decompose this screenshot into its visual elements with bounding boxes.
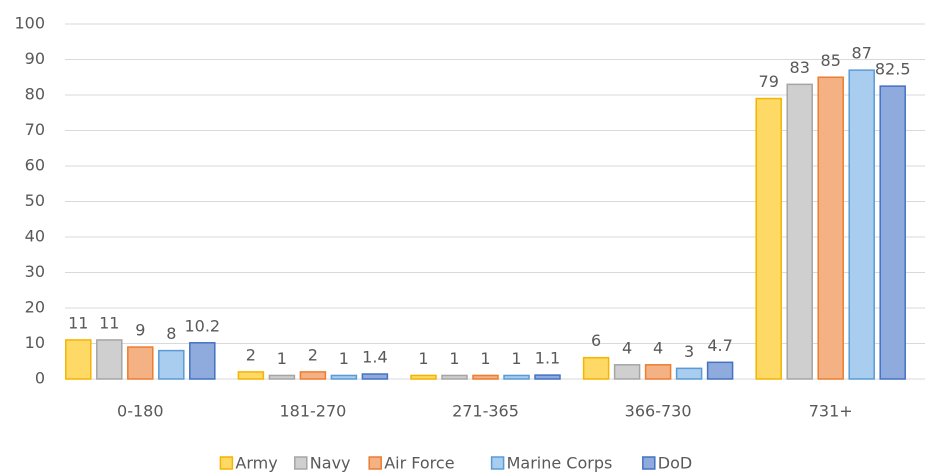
y-tick-label: 50: [25, 191, 45, 210]
data-label: 1.1: [535, 349, 560, 368]
bar: [817, 76, 844, 380]
y-tick-label: 100: [14, 14, 45, 33]
y-tick-label: 10: [25, 333, 45, 352]
legend-label: Marine Corps: [507, 454, 613, 473]
y-tick-label: 60: [25, 156, 45, 175]
bar: [582, 356, 610, 380]
data-label: 11: [99, 313, 119, 332]
data-label: 83: [790, 58, 810, 77]
bar: [848, 69, 875, 380]
y-tick-label: 70: [25, 120, 45, 139]
legend-label: Army: [235, 454, 277, 473]
legend-swatch: [294, 456, 308, 470]
bar: [127, 346, 154, 380]
bar: [268, 374, 296, 380]
bar: [441, 374, 468, 380]
data-label: 3: [684, 342, 694, 361]
data-label: 4.7: [707, 336, 732, 355]
bar: [706, 361, 734, 380]
data-label: 1: [277, 349, 287, 368]
legend-label: Navy: [310, 454, 351, 473]
y-tick-label: 90: [25, 49, 45, 68]
data-label: 1: [511, 349, 521, 368]
data-label: 87: [852, 44, 872, 63]
bar: [237, 371, 265, 380]
legend-swatch: [490, 456, 505, 470]
data-label: 1: [339, 349, 349, 368]
bar: [299, 371, 327, 380]
bar: [644, 364, 672, 380]
bar: [96, 339, 123, 380]
x-tick-label: 0-180: [117, 402, 164, 421]
y-tick-label: 40: [25, 227, 45, 246]
x-tick-label: 731+: [809, 402, 853, 421]
bar: [879, 85, 906, 380]
data-label: 1: [449, 349, 459, 368]
bar: [158, 349, 185, 380]
bar: [755, 97, 782, 380]
data-label: 9: [135, 321, 145, 340]
bar: [786, 83, 813, 380]
data-label: 11: [68, 313, 88, 332]
bar: [410, 374, 437, 380]
data-label: 4: [622, 338, 632, 357]
bar: [675, 367, 703, 380]
data-label: 8: [166, 324, 176, 343]
legend-swatch: [642, 456, 656, 470]
bar: [65, 339, 92, 380]
data-label: 2: [246, 345, 256, 364]
bar: [503, 374, 530, 380]
y-tick-label: 80: [25, 85, 45, 104]
y-tick-label: 0: [35, 369, 45, 388]
y-tick-label: 30: [25, 262, 45, 281]
data-label: 1.4: [362, 348, 387, 367]
legend-swatch: [368, 456, 382, 470]
x-tick-label: 271-365: [452, 402, 519, 421]
bar: [361, 373, 389, 380]
data-label: 4: [653, 338, 663, 357]
legend-swatch: [219, 456, 234, 470]
data-label: 82.5: [875, 60, 911, 79]
data-label: 79: [759, 72, 779, 91]
bar: [330, 374, 358, 380]
data-label: 1: [418, 349, 428, 368]
data-label: 6: [591, 331, 601, 350]
bar: [472, 374, 499, 380]
data-label: 2: [308, 345, 318, 364]
legend-label: DoD: [658, 454, 692, 473]
x-tick-label: 181-270: [279, 402, 346, 421]
legend-label: Air Force: [384, 454, 454, 473]
data-label: 10.2: [184, 316, 220, 335]
y-tick-label: 20: [25, 298, 45, 317]
bar: [189, 342, 216, 380]
data-label: 1: [480, 349, 490, 368]
bar: [534, 374, 561, 380]
bar: [613, 364, 641, 380]
x-tick-label: 366-730: [625, 402, 692, 421]
data-label: 85: [821, 51, 841, 70]
